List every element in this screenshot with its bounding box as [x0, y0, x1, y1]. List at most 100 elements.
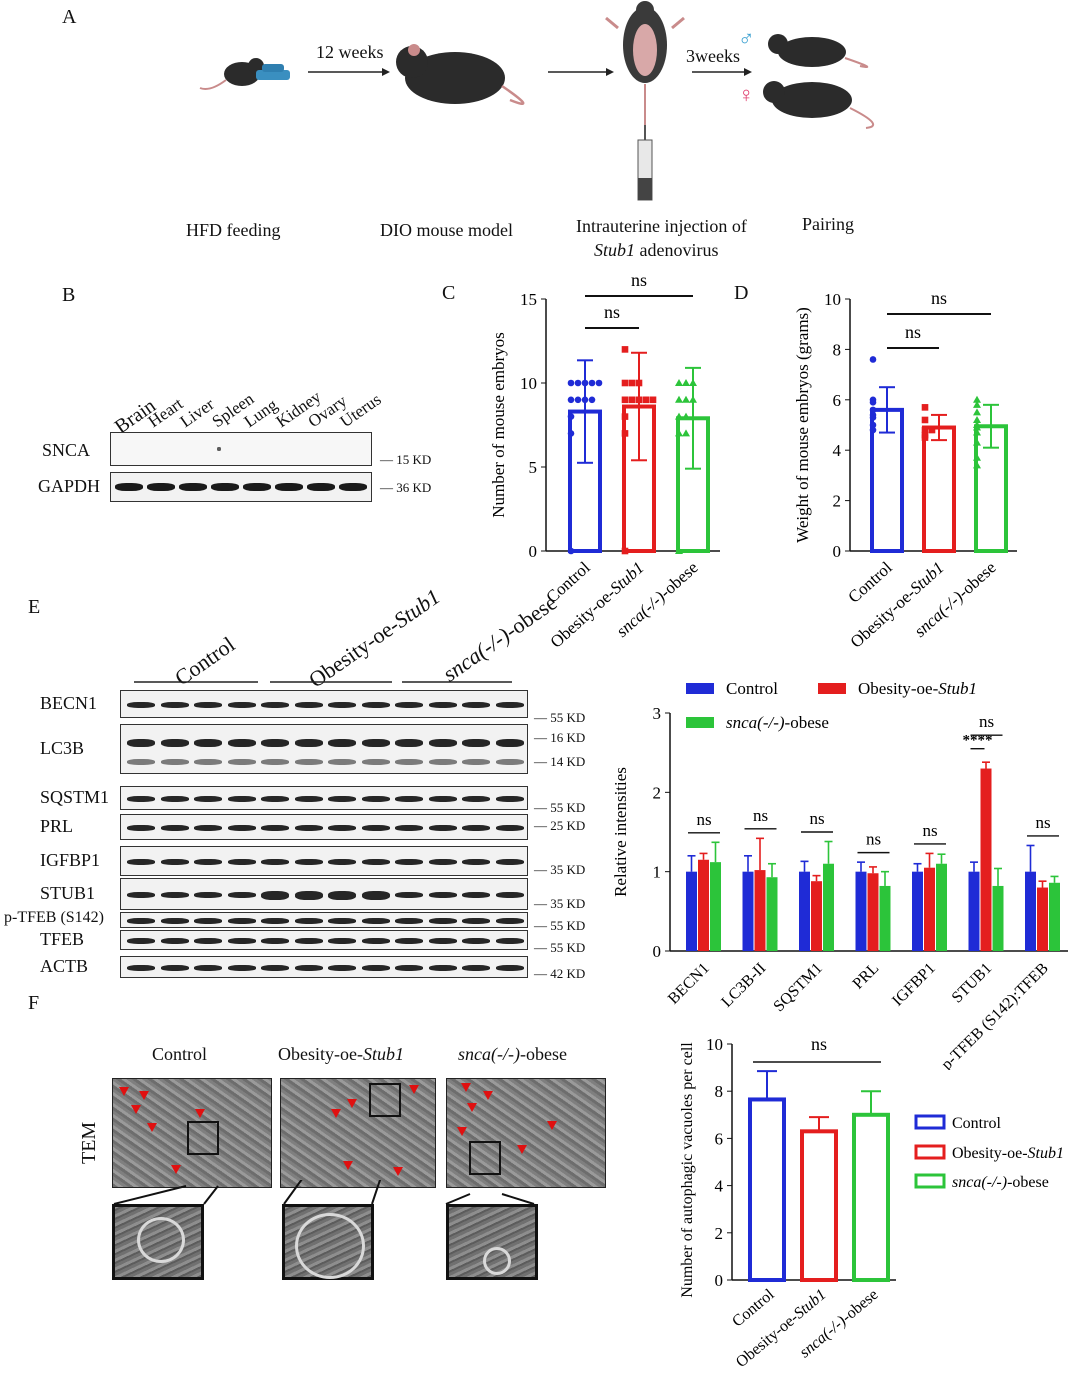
blot-band: [127, 702, 155, 708]
legend-label: snca(-/-)-obese: [952, 1174, 1049, 1191]
blot-band: [227, 892, 256, 898]
legend-label: Control: [952, 1115, 1001, 1132]
blot-band: [395, 892, 423, 898]
kd-marker: — 35 KD: [534, 896, 586, 911]
blot-band: [227, 825, 256, 831]
blot-e-strip: [120, 786, 528, 810]
kd-marker-gapdh: — 36 KD: [380, 480, 432, 495]
female-symbol-icon: ♀: [738, 82, 755, 107]
blot-band: [361, 859, 390, 865]
blot-band: [261, 918, 289, 924]
legend-swatch: [914, 1144, 946, 1160]
bar: [912, 871, 923, 951]
y-tick-label: 8: [715, 1082, 724, 1101]
data-point: [928, 426, 936, 434]
bar: [992, 885, 1004, 951]
bar: [754, 870, 766, 951]
tem-image-control: [112, 1078, 272, 1188]
blot-band: [328, 890, 356, 900]
blot-band: [495, 938, 524, 944]
blot-band: [127, 892, 155, 898]
bar: [766, 877, 778, 951]
blot-band: [495, 739, 524, 747]
blot-band: [328, 859, 356, 865]
blot-band: [361, 965, 390, 971]
blot-band: [339, 483, 367, 491]
legend-swatch: [686, 717, 714, 728]
blot-band: [243, 483, 271, 491]
bar: [852, 1112, 890, 1282]
arrow-label-3-weeks: 3weeks: [686, 46, 740, 66]
chart-e-relative-intensities: 0 1 2 3 Relative intensities BECN1 LC3B-II SQST…: [611, 679, 1068, 1070]
blot-band: [395, 702, 423, 708]
data-point: [588, 396, 596, 404]
data-point: [581, 396, 589, 404]
data-point: [675, 395, 683, 403]
blot-band: [294, 859, 323, 865]
blot-band: [127, 739, 155, 747]
blot-band: [395, 825, 423, 831]
data-point: [567, 379, 575, 387]
blot-band: [227, 965, 256, 971]
significance-label: ns: [753, 806, 768, 825]
data-point: [921, 426, 929, 434]
blot-band: [194, 759, 222, 765]
blot-band: [395, 918, 423, 924]
y-tick-label: 3: [653, 704, 662, 723]
blot-band: [462, 938, 490, 944]
data-point: [689, 395, 697, 403]
data-point: [621, 430, 629, 437]
blot-band: [227, 702, 256, 708]
tem-zoom-ko: [446, 1204, 538, 1280]
blot-band: [261, 890, 289, 900]
blot-band: [127, 965, 155, 971]
tissue-label: Uterus: [336, 389, 385, 432]
data-point: [682, 429, 690, 437]
blot-band: [294, 796, 323, 802]
blot-band: [160, 796, 189, 802]
y-tick-label: 15: [520, 290, 537, 309]
blot-band: [428, 892, 457, 898]
blot-band: [361, 825, 390, 831]
data-point: [621, 346, 629, 353]
legend-label: Obesity-oe-Stub1: [952, 1145, 1064, 1162]
blot-band: [361, 938, 390, 944]
blot-b-snca: [110, 432, 372, 466]
y-tick-label: 0: [833, 542, 842, 561]
bar: [936, 863, 947, 951]
data-point: [921, 404, 929, 411]
data-point: [567, 430, 575, 437]
data-point: [973, 415, 981, 423]
significance-label: ns: [1035, 813, 1050, 832]
blot-e-row-label: STUB1: [40, 883, 96, 903]
blot-band: [194, 965, 222, 971]
data-point: [973, 438, 981, 446]
significance-label: ns: [866, 830, 881, 849]
blot-b-label-gapdh: GAPDH: [38, 476, 101, 496]
panel-letter-f: F: [28, 992, 40, 1014]
blot-band: [462, 918, 490, 924]
kd-marker: — 16 KD: [534, 730, 586, 745]
data-point: [567, 413, 575, 420]
blot-band: [328, 965, 356, 971]
blot-band: [428, 739, 457, 747]
blot-band: [261, 965, 289, 971]
blot-band: [160, 965, 189, 971]
x-tick-label: IGFBP1: [889, 960, 939, 1010]
blot-band: [127, 859, 155, 865]
panel-letter-e: E: [28, 596, 41, 618]
blot-band: [160, 859, 189, 865]
blot-band: [395, 938, 423, 944]
mouse-injection-icon: [605, 1, 685, 201]
blot-e-strip: [120, 930, 528, 950]
y-tick-label: 6: [833, 391, 842, 410]
blot-band: [261, 859, 289, 865]
blot-band: [194, 859, 222, 865]
y-tick-label: 10: [824, 290, 841, 309]
blot-band: [361, 796, 390, 802]
significance-label: ns: [931, 288, 947, 308]
x-tick-label: BECN1: [665, 960, 713, 1008]
blot-band: [361, 759, 390, 765]
blot-e-row-label: p-TFEB (S142): [4, 909, 104, 926]
bar: [1025, 871, 1036, 951]
